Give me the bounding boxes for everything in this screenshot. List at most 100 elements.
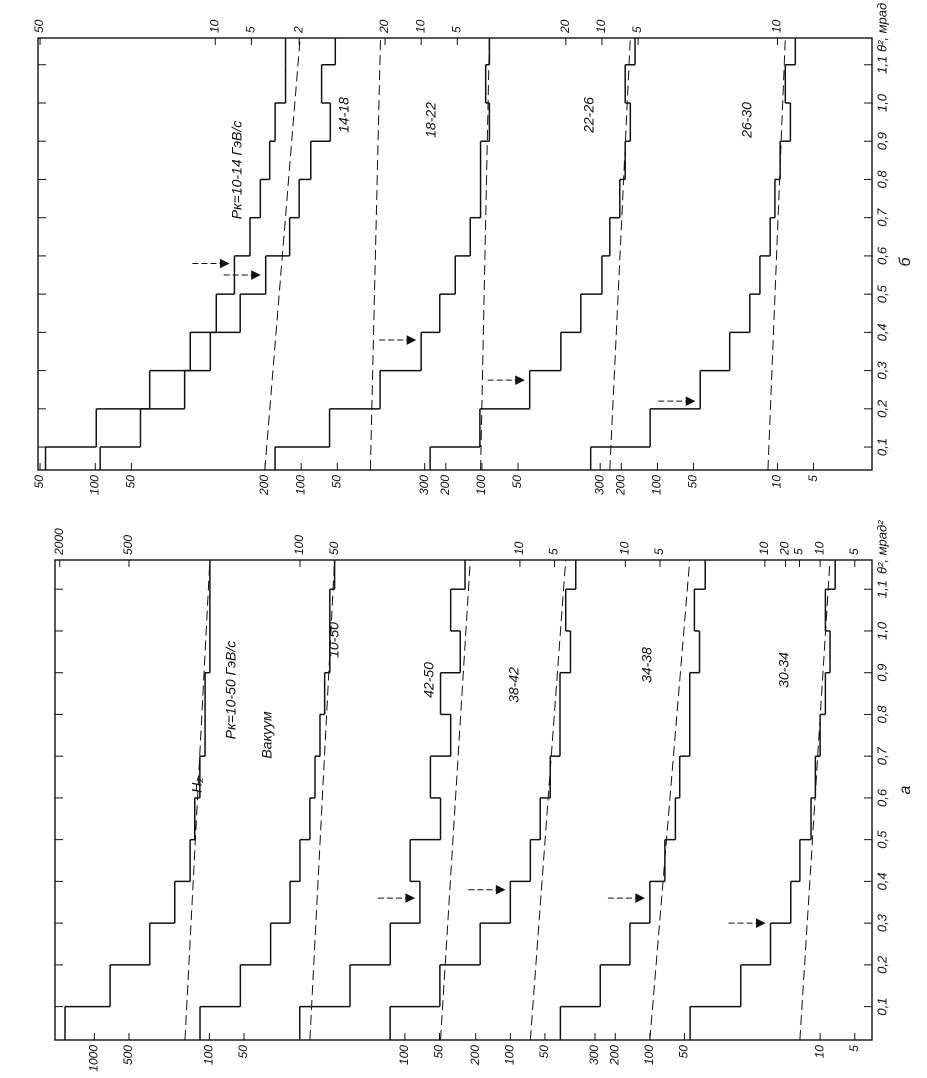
count-tick-label: 50 bbox=[32, 475, 46, 489]
curve-label: 26-30 bbox=[739, 102, 755, 139]
theta-tick-label: 0,8 bbox=[874, 170, 889, 189]
theta-tick-label: 1,1 bbox=[874, 580, 889, 598]
curve-label: Pк=10-14 ГэВ/с bbox=[229, 121, 245, 220]
theta-tick-label: 0,1 bbox=[874, 998, 889, 1016]
background-fit bbox=[184, 559, 211, 1041]
background-fit bbox=[264, 37, 301, 471]
arrow-head bbox=[495, 884, 506, 895]
theta-tick-label: 0,9 bbox=[874, 664, 889, 682]
theta-tick-label: 0,2 bbox=[874, 955, 889, 974]
count-tick-label: 100 bbox=[642, 1045, 656, 1065]
count-tick-label: 5 bbox=[847, 548, 861, 555]
count-tick-label: 50 bbox=[327, 541, 341, 555]
plot-frame bbox=[37, 37, 873, 471]
theta-tick-label: 0,4 bbox=[874, 872, 889, 890]
count-tick-label: 10 bbox=[413, 19, 427, 33]
theta-tick-label: 1,0 bbox=[874, 93, 889, 112]
count-tick-label: 50 bbox=[124, 475, 138, 489]
count-tick-label: 100 bbox=[474, 475, 488, 495]
count-tick-label: 10 bbox=[594, 19, 608, 33]
count-tick-label: 100 bbox=[292, 535, 306, 555]
panel-letter: б bbox=[897, 257, 914, 267]
curve-label: 10-50 bbox=[326, 622, 342, 658]
theta-tick-label: 1,0 bbox=[874, 621, 889, 640]
theta-tick-label: 0,9 bbox=[874, 132, 889, 150]
count-tick-label: 10 bbox=[770, 19, 784, 33]
count-tick-label: 300 bbox=[587, 1045, 601, 1065]
theta-tick-label: 0,4 bbox=[874, 323, 889, 341]
curve-label: Pк=10-50 ГэВ/с bbox=[223, 641, 239, 740]
background-fit bbox=[649, 559, 691, 1041]
background-fit bbox=[309, 559, 336, 1041]
background-fit bbox=[529, 559, 567, 1041]
panel-letter: а bbox=[897, 785, 914, 794]
count-tick-label: 100 bbox=[202, 1045, 216, 1065]
curve-label: H₂ bbox=[189, 777, 205, 793]
count-tick-label: 50 bbox=[329, 475, 343, 489]
count-tick-label: 2 bbox=[291, 26, 305, 34]
theta-tick-label: 1,1 bbox=[874, 56, 889, 74]
theta-tick-label: 0,3 bbox=[874, 361, 889, 380]
count-tick-label: 300 bbox=[417, 475, 431, 495]
count-tick-label: 10 bbox=[618, 541, 632, 555]
arrow-head bbox=[406, 335, 417, 345]
count-tick-label: 20 bbox=[377, 19, 391, 34]
count-tick-label: 50 bbox=[537, 1045, 551, 1059]
count-tick-label: 300 bbox=[592, 475, 606, 495]
count-tick-label: 5 bbox=[847, 1045, 861, 1052]
curve-label: 38-42 bbox=[506, 667, 522, 703]
theta-tick-label: 0,6 bbox=[874, 788, 889, 807]
arrow-head bbox=[251, 270, 261, 280]
count-tick-label: 500 bbox=[121, 535, 135, 555]
count-tick-label: 10 bbox=[812, 541, 826, 555]
curve-label: Вакуум bbox=[259, 711, 275, 759]
theta-tick-label: 0,7 bbox=[874, 208, 889, 227]
plot-frame bbox=[54, 559, 873, 1041]
count-tick-label: 200 bbox=[257, 475, 271, 496]
curve-label: 22-26 bbox=[581, 97, 597, 134]
arrow-head bbox=[219, 258, 230, 269]
count-tick-label: 5 bbox=[806, 475, 820, 482]
count-tick-label: 10 bbox=[770, 475, 784, 489]
background-fit bbox=[480, 37, 490, 471]
count-tick-label: 100 bbox=[650, 475, 664, 495]
count-tick-label: 100 bbox=[293, 475, 307, 495]
count-tick-label: 2000 bbox=[52, 528, 66, 556]
count-tick-label: 5 bbox=[244, 26, 258, 33]
theta-axis-label: θ², мрад bbox=[874, 3, 889, 52]
count-tick-label: 10 bbox=[812, 1045, 826, 1059]
count-tick-label: 50 bbox=[32, 19, 46, 33]
count-tick-label: 20 bbox=[778, 541, 792, 556]
arrow-head bbox=[635, 893, 645, 903]
theta-tick-label: 0,3 bbox=[874, 913, 889, 932]
arrow-head bbox=[685, 396, 696, 406]
count-tick-label: 50 bbox=[432, 1045, 446, 1059]
theta-tick-label: 0,5 bbox=[874, 284, 889, 303]
background-fit bbox=[799, 559, 831, 1041]
curve-label: 18-22 bbox=[423, 102, 439, 138]
theta-tick-label: 0,6 bbox=[874, 246, 889, 265]
curve-label: 42-50 bbox=[421, 662, 437, 698]
theta-tick-label: 0,2 bbox=[874, 399, 889, 418]
theta-tick-label: 0,8 bbox=[874, 705, 889, 724]
theta-axis-label: θ², мрад² bbox=[874, 520, 889, 574]
arrow-head bbox=[515, 375, 525, 385]
theta-tick-label: 0,5 bbox=[874, 830, 889, 849]
count-tick-label: 10 bbox=[757, 541, 771, 555]
count-tick-label: 5 bbox=[792, 548, 806, 555]
count-tick-label: 100 bbox=[503, 1045, 517, 1065]
count-tick-label: 100 bbox=[397, 1045, 411, 1065]
count-tick-label: 5 bbox=[652, 548, 666, 555]
count-tick-label: 200 bbox=[468, 1045, 482, 1066]
count-tick-label: 20 bbox=[558, 19, 572, 34]
background-fit bbox=[369, 37, 381, 471]
theta-tick-label: 0,7 bbox=[874, 746, 889, 765]
background-fit bbox=[767, 37, 786, 471]
arrow-head bbox=[756, 918, 766, 928]
count-tick-label: 500 bbox=[121, 1045, 135, 1065]
count-tick-label: 10 bbox=[207, 19, 221, 33]
count-tick-label: 50 bbox=[686, 475, 700, 489]
background-fit bbox=[609, 37, 631, 471]
